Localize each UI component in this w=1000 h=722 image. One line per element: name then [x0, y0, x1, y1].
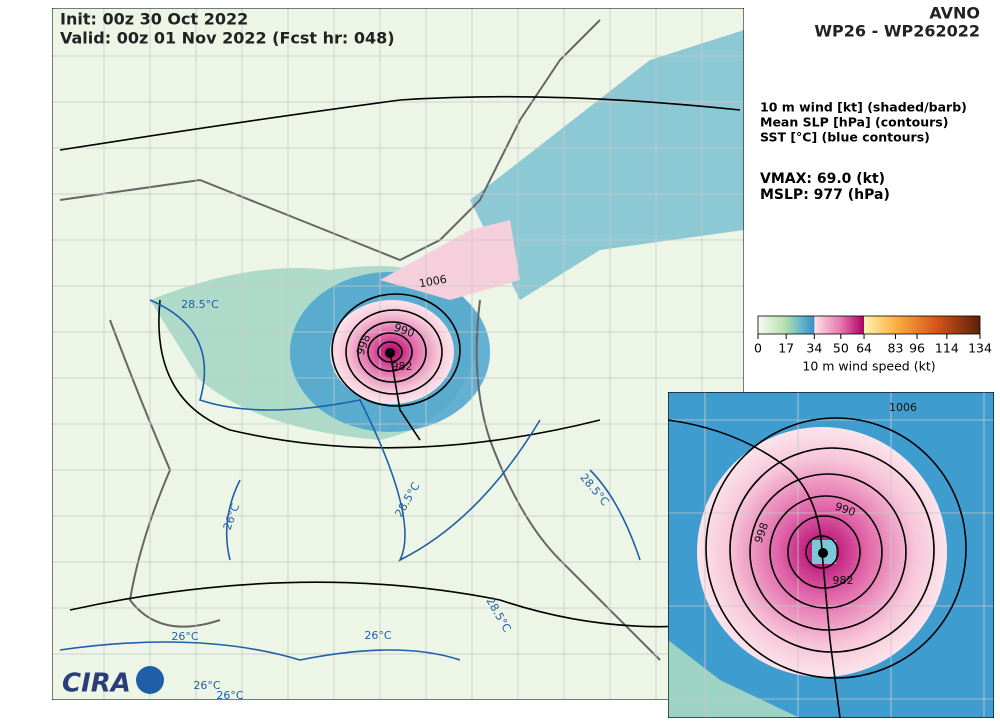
contour-label: 982	[392, 360, 413, 373]
init-text: Init: 00z 30 Oct 2022	[60, 10, 248, 29]
colorbar-label: 10 m wind speed (kt)	[802, 359, 935, 374]
valid-text: Valid: 00z 01 Nov 2022 (Fcst hr: 048)	[60, 29, 395, 48]
logo-mark	[136, 666, 164, 694]
contour-label: 26°C	[193, 679, 220, 692]
colorbar-tick-label: 34	[806, 341, 822, 356]
contour-label: 1006	[418, 273, 448, 291]
contour-label: 26°C	[171, 630, 198, 643]
colorbar-tick-label: 134	[968, 341, 992, 356]
colorbar-tick-label: 50	[833, 341, 849, 356]
contour-label: 28.5°C	[181, 298, 219, 311]
legend-line: Mean SLP [hPa] (contours)	[760, 115, 948, 130]
legend-line: 10 m wind [kt] (shaded/barb)	[760, 100, 967, 115]
colorbar-tick-label: 64	[856, 341, 872, 356]
inset-map	[668, 392, 994, 718]
sst-contours	[59, 299, 641, 661]
inset-contour-label: 982	[833, 574, 854, 587]
mslp: MSLP: 977 (hPa)	[760, 187, 890, 203]
contour-label: 26°C	[216, 689, 243, 702]
legend-line: SST [°C] (blue contours)	[760, 130, 930, 145]
colorbar	[757, 315, 981, 335]
colorbar-tick-label: 96	[909, 341, 925, 356]
colorbar-tick-label: 0	[754, 341, 762, 356]
inset-contour-label: 1006	[889, 401, 917, 414]
logo: CIRA	[62, 669, 131, 699]
model-text: AVNO	[929, 4, 980, 23]
main-map	[52, 8, 744, 700]
contour-label: 26°C	[364, 629, 391, 642]
storm-id: WP26 - WP262022	[814, 22, 980, 41]
colorbar-tick-label: 17	[778, 341, 794, 356]
colorbar-tick-label: 83	[888, 341, 904, 356]
vmax: VMAX: 69.0 (kt)	[760, 171, 885, 187]
colorbar-tick-label: 114	[935, 341, 959, 356]
slp-contours	[59, 95, 741, 628]
